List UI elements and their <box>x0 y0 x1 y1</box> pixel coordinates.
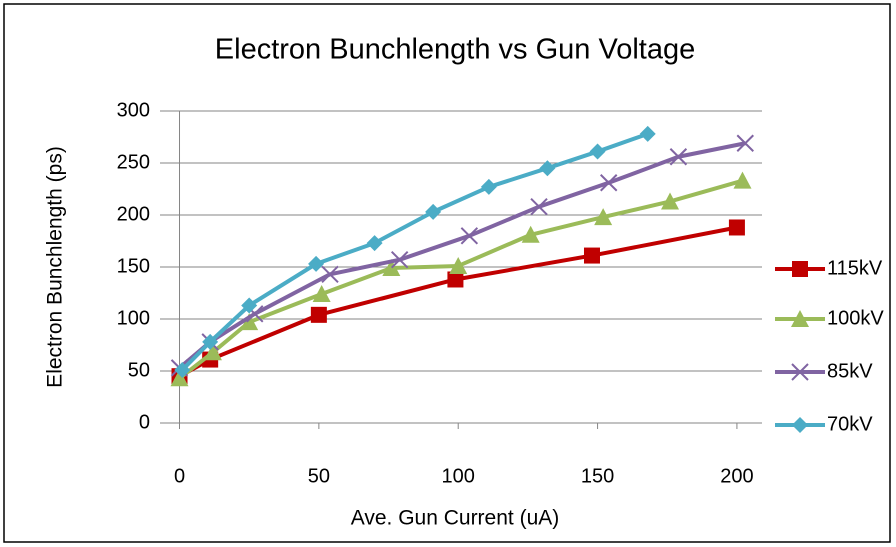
marker <box>312 285 331 303</box>
marker <box>447 271 464 288</box>
marker <box>669 148 688 166</box>
marker <box>589 143 606 160</box>
marker <box>240 313 259 331</box>
marker <box>460 227 479 245</box>
y-tick-label: 300 <box>117 99 150 121</box>
marker <box>425 203 442 220</box>
x-tick-label: 0 <box>174 465 185 487</box>
series-line <box>180 131 649 372</box>
marker <box>390 251 409 269</box>
marker <box>539 160 556 177</box>
y-tick-label: 0 <box>139 411 150 433</box>
marker <box>733 171 752 189</box>
marker <box>480 178 497 195</box>
marker <box>661 192 680 210</box>
x-axis-label: Ave. Gun Current (uA) <box>351 507 560 530</box>
x-tick-label: 150 <box>581 465 614 487</box>
series-line <box>178 141 746 370</box>
legend-label: 85kV <box>827 360 873 382</box>
chart-border <box>3 3 891 543</box>
marker <box>792 261 808 277</box>
marker <box>310 306 327 323</box>
marker <box>202 333 219 350</box>
y-tick-label: 250 <box>117 151 150 173</box>
marker <box>203 343 222 361</box>
legend-label: 100kV <box>827 307 884 329</box>
y-tick-label: 50 <box>128 359 150 381</box>
marker <box>639 125 656 142</box>
legend-label: 70kV <box>827 413 873 435</box>
marker <box>449 256 468 274</box>
marker <box>791 310 809 327</box>
marker <box>583 247 600 264</box>
marker <box>791 363 809 381</box>
marker <box>530 197 548 216</box>
y-axis-label: Electron Bunchlength (ps) <box>44 146 67 388</box>
marker <box>321 265 339 283</box>
marker <box>736 134 754 152</box>
y-tick-label: 150 <box>117 255 150 277</box>
marker <box>728 219 745 236</box>
marker <box>600 174 618 192</box>
marker <box>382 259 401 277</box>
marker <box>366 235 383 252</box>
marker <box>792 417 808 433</box>
x-tick-label: 50 <box>308 465 330 487</box>
series-line <box>178 178 744 380</box>
marker <box>241 297 258 314</box>
marker <box>308 255 325 272</box>
y-tick-label: 200 <box>117 203 150 225</box>
marker <box>521 225 540 243</box>
marker <box>170 369 189 387</box>
marker <box>594 208 613 226</box>
x-tick-label: 200 <box>720 465 753 487</box>
x-tick-label: 100 <box>442 465 475 487</box>
marker <box>174 361 191 378</box>
y-tick-label: 100 <box>117 307 150 329</box>
chart-title: Electron Bunchlength vs Gun Voltage <box>215 34 695 66</box>
legend-label: 115kV <box>827 257 883 279</box>
